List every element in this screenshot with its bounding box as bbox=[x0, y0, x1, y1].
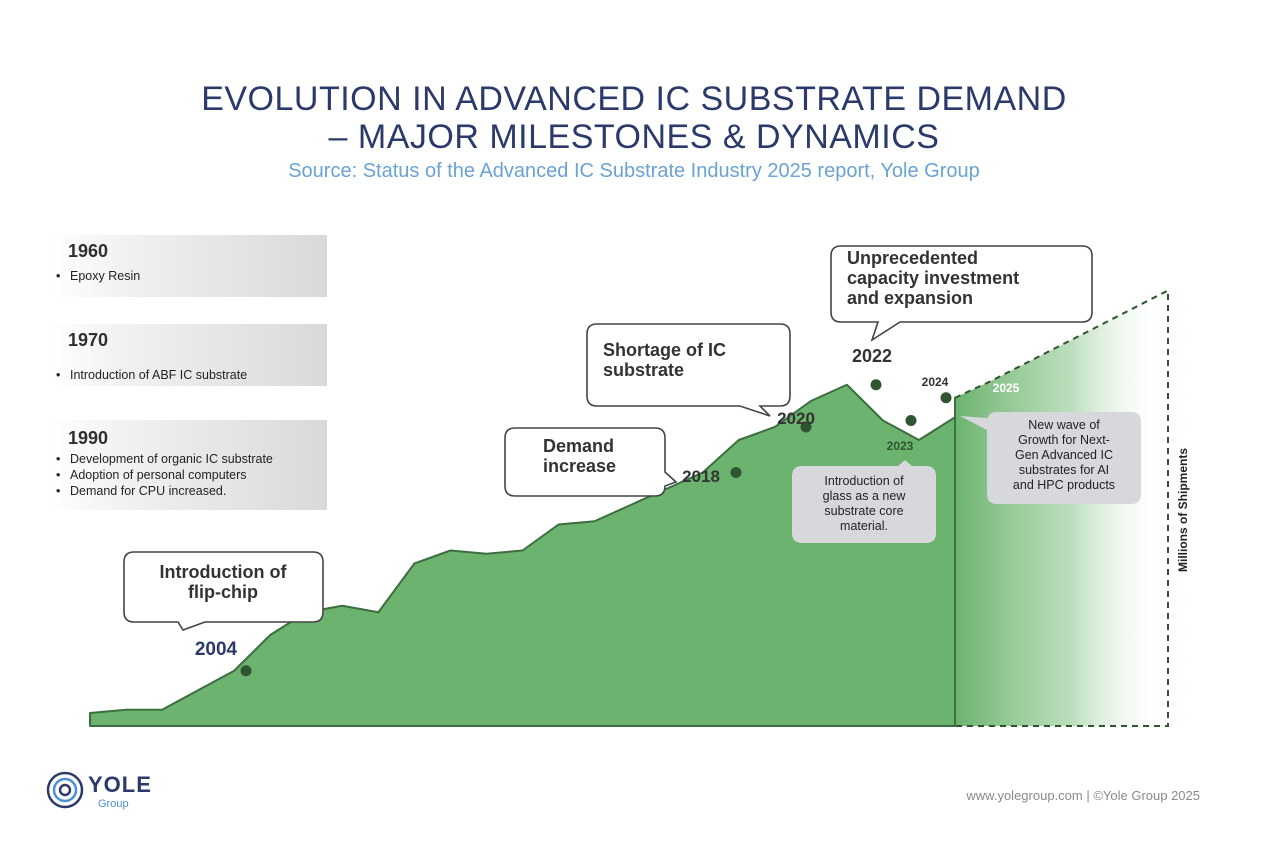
note-line: Introduction of bbox=[824, 474, 904, 488]
note-line: substrate core bbox=[824, 504, 904, 518]
yole-spiral-icon bbox=[46, 771, 84, 809]
bubble-flip-chip bbox=[123, 551, 324, 631]
milestone-year: 1970 bbox=[68, 330, 109, 350]
forecast-outline bbox=[954, 288, 1169, 727]
milestone-item: Introduction of ABF IC substrate bbox=[56, 367, 247, 383]
callout-line: substrate bbox=[603, 360, 685, 380]
title-line-2: – MAJOR MILESTONES & DYNAMICS bbox=[328, 118, 940, 156]
callout-shortage: Shortage of IC substrate bbox=[603, 340, 726, 380]
footer-url: www.yolegroup.com | ©Yole Group 2025 bbox=[966, 788, 1200, 803]
note-line: Growth for Next- bbox=[1018, 433, 1110, 447]
chart-subtitle: Source: Status of the Advanced IC Substr… bbox=[288, 160, 980, 182]
note-glass-box bbox=[792, 460, 936, 543]
milestone-item: Epoxy Resin bbox=[56, 268, 140, 284]
callout-line: Demand bbox=[543, 436, 615, 456]
note-glass: Introduction of glass as a new substrate… bbox=[792, 474, 936, 534]
callout-capacity: Unprecedented capacity investment and ex… bbox=[847, 248, 1019, 308]
callout-line: flip-chip bbox=[188, 582, 258, 602]
title-line-1: EVOLUTION IN ADVANCED IC SUBSTRATE DEMAN… bbox=[201, 80, 1067, 118]
year-label-2025: 2025 bbox=[993, 381, 1020, 395]
bubble-shortage bbox=[586, 323, 791, 417]
note-line: New wave of bbox=[1028, 418, 1100, 432]
chart-title: EVOLUTION IN ADVANCED IC SUBSTRATE DEMAN… bbox=[0, 80, 1268, 156]
marker-2004 bbox=[240, 665, 252, 677]
bubble-demand bbox=[504, 427, 678, 497]
milestone-1990: 1990 Development of organic IC substrate… bbox=[50, 420, 327, 510]
callout-line: Shortage of IC bbox=[603, 340, 727, 360]
milestone-year: 1960 bbox=[68, 241, 109, 261]
callout-flip-chip: Introduction of flip-chip bbox=[124, 562, 322, 602]
note-line: substrates for AI bbox=[1018, 463, 1110, 477]
year-label-2024: 2024 bbox=[922, 375, 949, 389]
bubble-capacity bbox=[830, 245, 1093, 342]
marker-2023 bbox=[905, 415, 917, 426]
year-label-2023: 2023 bbox=[887, 439, 914, 453]
logo-subtitle: Group bbox=[98, 798, 129, 810]
year-label-2018: 2018 bbox=[682, 467, 720, 486]
year-label-2022: 2022 bbox=[852, 346, 892, 366]
note-new-wave: New wave of Growth for Next- Gen Advance… bbox=[987, 418, 1141, 493]
note-line: glass as a new bbox=[822, 489, 906, 503]
marker-2018 bbox=[730, 467, 742, 478]
milestone-item: Adoption of personal computers bbox=[56, 467, 273, 483]
year-label-2020: 2020 bbox=[777, 409, 815, 428]
year-label-2004: 2004 bbox=[195, 639, 238, 660]
milestone-year: 1990 bbox=[68, 428, 109, 448]
callout-demand-increase: Demand increase bbox=[543, 436, 616, 476]
callout-line: Unprecedented bbox=[847, 248, 979, 268]
marker-2024 bbox=[940, 392, 952, 404]
note-line: Gen Advanced IC bbox=[1015, 448, 1113, 462]
callout-line: capacity investment bbox=[847, 268, 1020, 288]
forecast-area bbox=[955, 290, 1168, 726]
callout-line: increase bbox=[543, 456, 617, 476]
note-line: and HPC products bbox=[1012, 478, 1116, 492]
milestone-1970: 1970 Introduction of ABF IC substrate bbox=[50, 324, 327, 386]
milestone-1960: 1960 Epoxy Resin bbox=[50, 235, 327, 297]
note-line: material. bbox=[840, 519, 888, 533]
callout-line: Introduction of bbox=[159, 562, 287, 582]
y-axis-label: Millions of Shipments bbox=[1176, 447, 1190, 573]
callout-line: and expansion bbox=[847, 288, 974, 308]
milestone-item: Development of organic IC substrate bbox=[56, 451, 273, 467]
logo-name: YOLE bbox=[88, 772, 152, 797]
marker-2020 bbox=[800, 421, 812, 433]
marker-2022 bbox=[870, 379, 882, 391]
milestone-item: Demand for CPU increased. bbox=[56, 483, 273, 499]
note-new-wave-box bbox=[960, 412, 1141, 504]
